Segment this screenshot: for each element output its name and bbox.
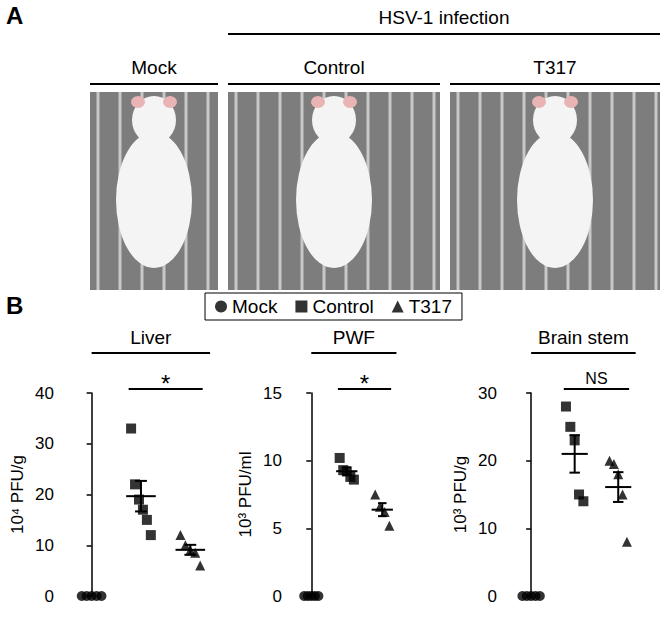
- svg-text:Liver: Liver: [130, 327, 172, 348]
- svg-text:Brain stem: Brain stem: [538, 327, 629, 348]
- svg-text:20: 20: [35, 485, 54, 504]
- svg-text:0: 0: [273, 587, 282, 606]
- svg-text:*: *: [161, 370, 170, 397]
- svg-text:Mock: Mock: [131, 57, 177, 78]
- svg-text:0: 0: [45, 587, 54, 606]
- svg-text:10: 10: [35, 536, 54, 555]
- svg-text:30: 30: [478, 384, 497, 403]
- svg-text:Control: Control: [303, 57, 364, 78]
- svg-text:*: *: [360, 370, 369, 397]
- svg-text:40: 40: [35, 384, 54, 403]
- svg-text:5: 5: [273, 519, 282, 538]
- svg-text:T317: T317: [409, 296, 452, 317]
- svg-text:10³ PFU/g: 10³ PFU/g: [451, 456, 470, 533]
- svg-text:0: 0: [488, 587, 497, 606]
- svg-text:15: 15: [263, 384, 282, 403]
- svg-text:Mock: Mock: [232, 296, 278, 317]
- svg-text:HSV-1 infection: HSV-1 infection: [379, 7, 510, 28]
- svg-text:A: A: [6, 2, 23, 29]
- svg-text:NS: NS: [585, 370, 607, 387]
- svg-text:10⁴ PFU/g: 10⁴ PFU/g: [8, 455, 27, 534]
- svg-text:30: 30: [35, 434, 54, 453]
- svg-text:10³ PFU/ml: 10³ PFU/ml: [236, 452, 255, 538]
- svg-text:10: 10: [478, 519, 497, 538]
- svg-text:Control: Control: [312, 296, 373, 317]
- svg-text:T317: T317: [533, 57, 576, 78]
- svg-text:10: 10: [263, 451, 282, 470]
- svg-text:20: 20: [478, 451, 497, 470]
- svg-text:PWF: PWF: [333, 327, 375, 348]
- svg-text:B: B: [6, 292, 23, 319]
